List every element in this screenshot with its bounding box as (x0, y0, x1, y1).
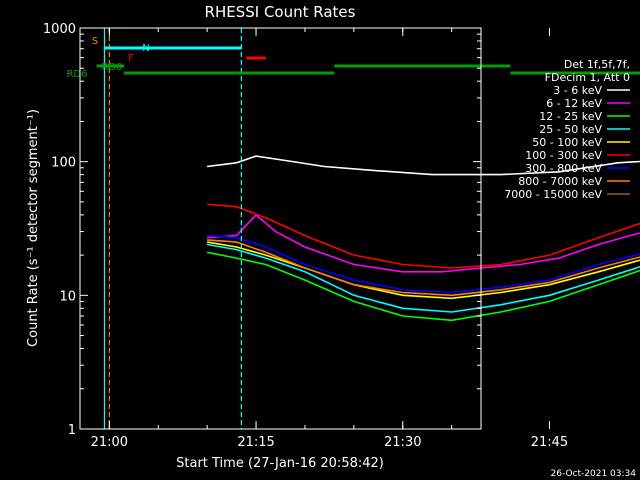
series-layer (206, 155, 640, 322)
y-tick-label: 10 (59, 289, 76, 304)
legend-label: 25 - 50 keV (539, 123, 602, 136)
marker-layer (103, 28, 242, 429)
timestamp: 26-Oct-2021 03:34 (551, 469, 637, 479)
legend-label: 100 - 300 keV (525, 149, 602, 162)
x-tick-label: 21:15 (237, 435, 274, 450)
series-line (207, 203, 640, 269)
x-tick-label: 21:30 (384, 435, 421, 450)
y-axis-label: Count Rate (s⁻¹ detector segment⁻¹) (26, 109, 41, 347)
series-line (206, 243, 640, 313)
y-tick-label: 1 (68, 423, 76, 438)
flag-label: F (128, 53, 134, 64)
axis-layer: 21:0021:1521:3021:4522:0022:1522:3011010… (43, 22, 568, 450)
series-line (206, 251, 640, 322)
legend-label: 300 - 800 keV (525, 162, 602, 175)
legend-header: FDecim 1, Att 0 (545, 71, 630, 84)
legend-label: 12 - 25 keV (539, 110, 602, 123)
plot-frame (79, 27, 482, 430)
x-axis-label: Start Time (27-Jan-16 20:58:42) (176, 456, 384, 471)
legend-header: Det 1f,5f,7f, (564, 58, 630, 71)
flag-label: S (92, 36, 98, 47)
x-tick-label: 21:00 (91, 435, 128, 450)
legend-label: 800 - 7000 keV (518, 175, 602, 188)
legend-label: 7000 - 15000 keV (504, 188, 602, 201)
legend-label: 3 - 6 keV (553, 84, 602, 97)
series-line (207, 234, 640, 294)
chart-title: RHESSI Count Rates (205, 3, 356, 21)
y-tick-label: 1000 (43, 22, 76, 37)
legend-label: 6 - 12 keV (546, 97, 602, 110)
x-tick-label: 21:45 (531, 435, 568, 450)
y-tick-label: 100 (51, 156, 76, 171)
flag-label: RD6 (66, 69, 87, 80)
legend-label: 50 - 100 keV (532, 136, 602, 149)
series-line (207, 213, 640, 273)
series-line (207, 239, 640, 297)
series-line (207, 155, 640, 176)
